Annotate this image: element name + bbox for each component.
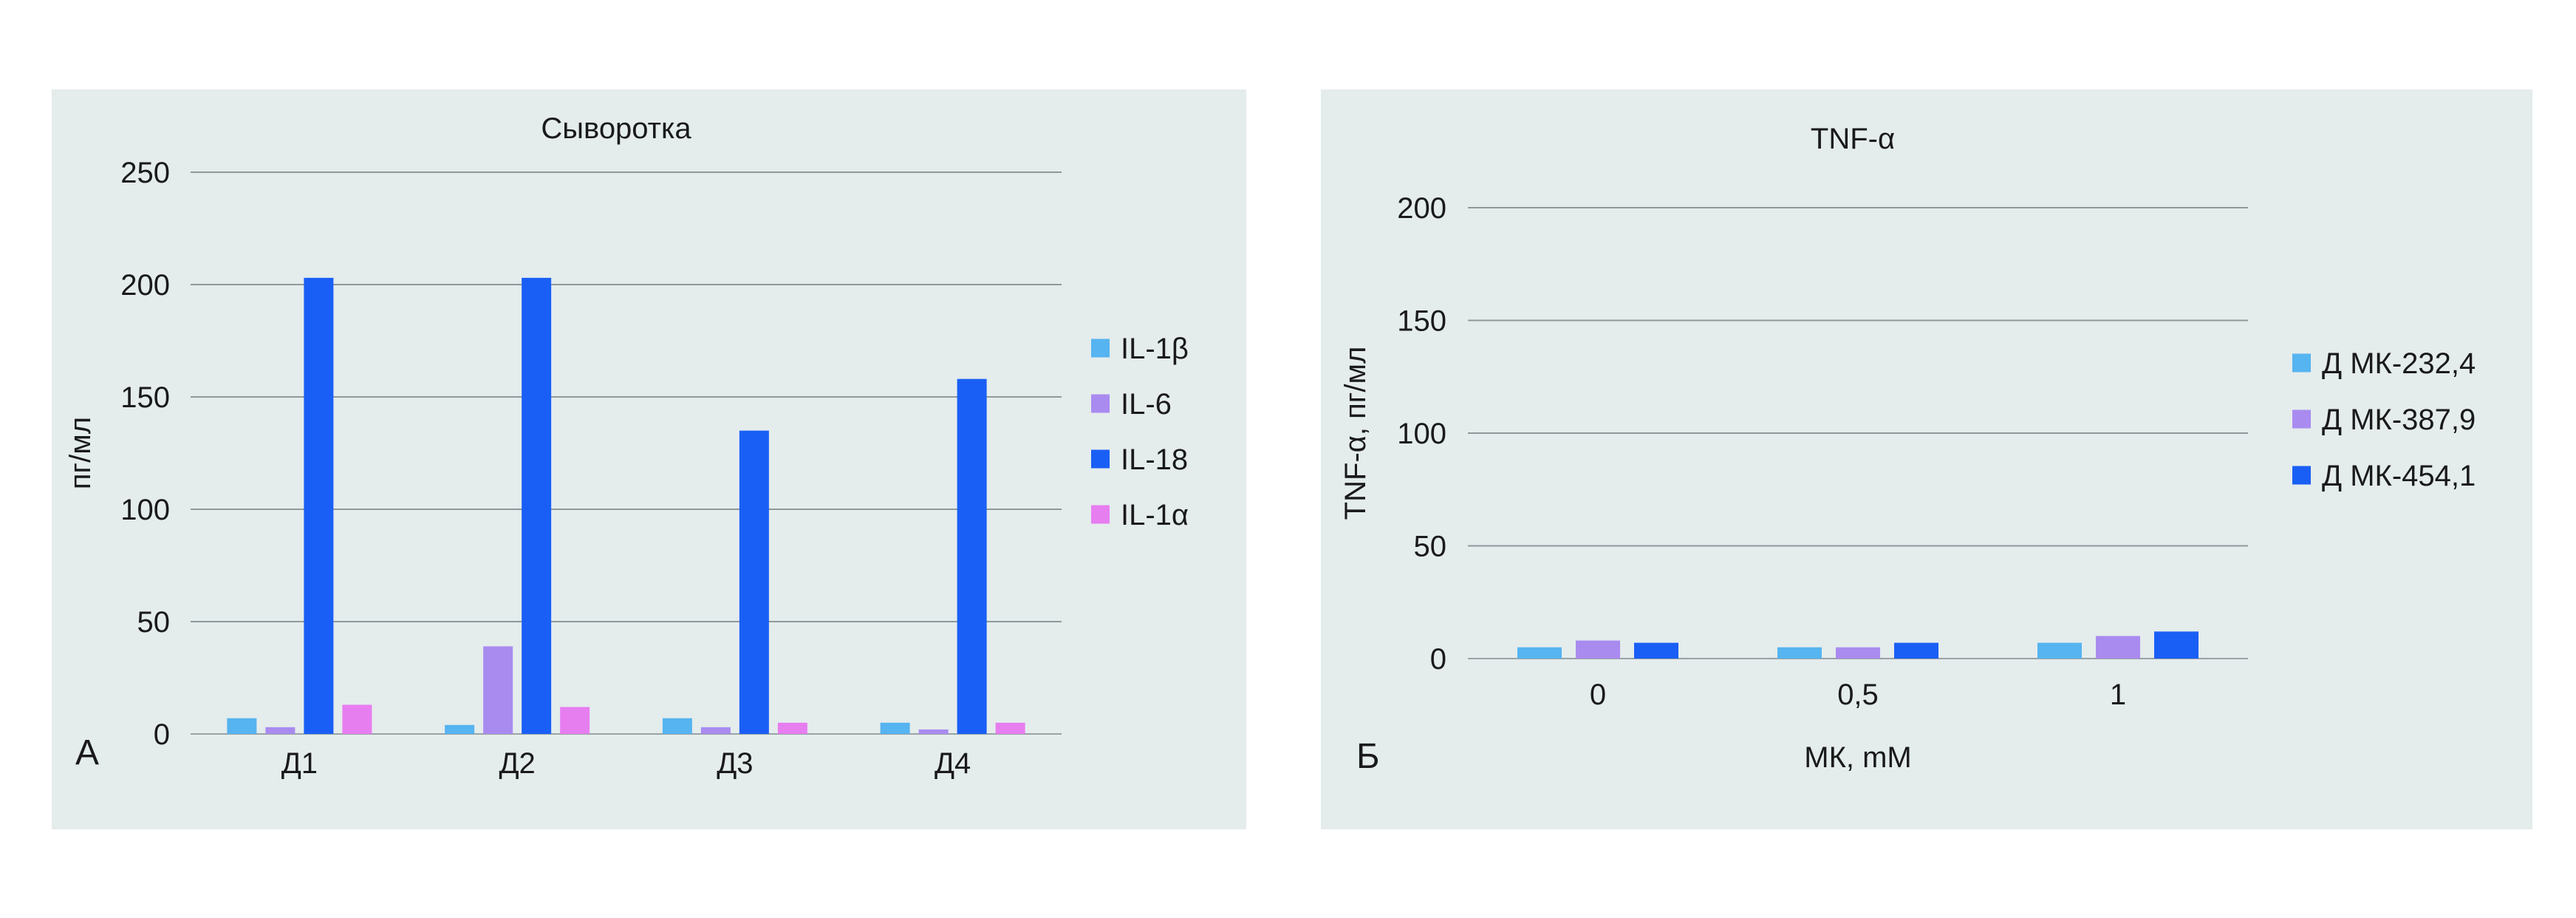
chart-b-y-tick-label: 150 bbox=[1397, 305, 1446, 338]
chart-a-legend-label: IL-18 bbox=[1121, 443, 1188, 476]
chart-a-y-tick-label: 50 bbox=[137, 606, 171, 639]
chart-b-y-tick-label: 50 bbox=[1414, 531, 1447, 563]
chart-a-x-tick-label: Д2 bbox=[499, 747, 535, 780]
chart-a-x-tick-label: Д4 bbox=[935, 747, 971, 780]
chart-a-x-tick-label: Д3 bbox=[717, 747, 753, 780]
chart-a-legend-label: IL-6 bbox=[1121, 388, 1172, 421]
chart-a-legend-swatch bbox=[1091, 449, 1110, 469]
chart-panel-b: TNF-α 0 50 100 150 200 TNF-α, пг/мл 0 0,5 1 МК, mM… bbox=[1321, 89, 2532, 829]
chart-a-bar bbox=[483, 646, 513, 734]
chart-a-legend-swatch bbox=[1091, 505, 1110, 524]
chart-b-bar bbox=[1517, 647, 1562, 659]
chart-a-y-tick-label: 250 bbox=[120, 157, 170, 189]
chart-b-y-axis-label: TNF-α, пг/мл bbox=[1339, 347, 1372, 520]
chart-b-bar bbox=[1894, 642, 1938, 659]
chart-b-x-tick-label: 0 bbox=[1590, 679, 1606, 711]
chart-b-legend-label: Д МК-387,9 bbox=[2322, 404, 2476, 436]
chart-a-bar bbox=[304, 277, 334, 734]
chart-a-legend-swatch bbox=[1091, 394, 1110, 413]
chart-a-bar bbox=[662, 718, 692, 734]
chart-a-bar bbox=[445, 724, 475, 734]
chart-b-bar bbox=[2096, 636, 2140, 659]
chart-a-panel-letter: А bbox=[75, 733, 99, 772]
chart-b-legend-label: Д МК-232,4 bbox=[2322, 347, 2476, 380]
chart-b-x-tick-label: 0,5 bbox=[1837, 679, 1879, 711]
chart-a-y-tick-label: 200 bbox=[120, 269, 170, 302]
chart-a-x-tick-label: Д1 bbox=[281, 747, 318, 780]
chart-a-y-axis-label: пг/мл bbox=[64, 417, 97, 489]
chart-a-y-tick-label: 0 bbox=[154, 718, 170, 751]
chart-a-bar bbox=[700, 727, 731, 734]
chart-b-x-tick-label: 1 bbox=[2110, 679, 2126, 711]
chart-a-legend-swatch bbox=[1091, 339, 1110, 358]
chart-b-panel-letter: Б bbox=[1356, 737, 1380, 776]
chart-b-legend-swatch bbox=[2292, 353, 2311, 373]
chart-a-legend-label: IL-1α bbox=[1121, 499, 1189, 531]
chart-a-bar bbox=[918, 729, 949, 734]
chart-b-y-tick-label: 0 bbox=[1430, 643, 1446, 676]
chart-b-legend-swatch bbox=[2292, 466, 2311, 485]
chart-a-bar bbox=[265, 727, 295, 734]
chart-a-bar bbox=[342, 704, 372, 734]
chart-a-bar bbox=[957, 378, 987, 734]
chart-b-bar bbox=[1634, 642, 1678, 659]
chart-b-bar bbox=[1777, 647, 1822, 659]
chart-a-bar bbox=[777, 722, 807, 734]
chart-b-legend-swatch bbox=[2292, 409, 2311, 429]
chart-b-legend-label: Д МК-454,1 bbox=[2322, 460, 2476, 492]
chart-b-y-tick-label: 100 bbox=[1397, 418, 1446, 450]
chart-a-bar bbox=[739, 430, 769, 734]
chart-b-bar bbox=[1576, 640, 1620, 659]
chart-a-bar bbox=[227, 718, 257, 734]
chart-panel-a: Сыворотка 0 50 100 150 200 250 пг/мл Д1 Д2 Д3 Д4 А IL… bbox=[52, 89, 1246, 829]
chart-a-svg: Сыворотка 0 50 100 150 200 250 пг/мл Д1 Д2 Д3 Д4 А IL… bbox=[64, 112, 1189, 780]
chart-a-bar bbox=[560, 707, 590, 734]
chart-a-bar bbox=[522, 277, 552, 734]
chart-b-bar bbox=[1836, 647, 1880, 659]
chart-b-y-tick-label: 200 bbox=[1397, 192, 1446, 225]
chart-b-svg: TNF-α 0 50 100 150 200 TNF-α, пг/мл 0 0,5 1 МК, mM… bbox=[1339, 123, 2476, 776]
chart-a-bar bbox=[995, 722, 1025, 734]
chart-b-title: TNF-α bbox=[1811, 123, 1895, 155]
chart-a-y-tick-label: 100 bbox=[120, 494, 170, 526]
chart-a-y-tick-label: 150 bbox=[120, 381, 170, 414]
chart-a-title: Сыворотка bbox=[541, 112, 691, 145]
chart-a-legend-label: IL-1β bbox=[1121, 333, 1189, 365]
chart-b-bar bbox=[2154, 631, 2199, 659]
chart-a-bar bbox=[880, 722, 910, 734]
chart-b-bar bbox=[2037, 642, 2082, 659]
chart-b-x-axis-label: МК, mM bbox=[1804, 741, 1912, 774]
